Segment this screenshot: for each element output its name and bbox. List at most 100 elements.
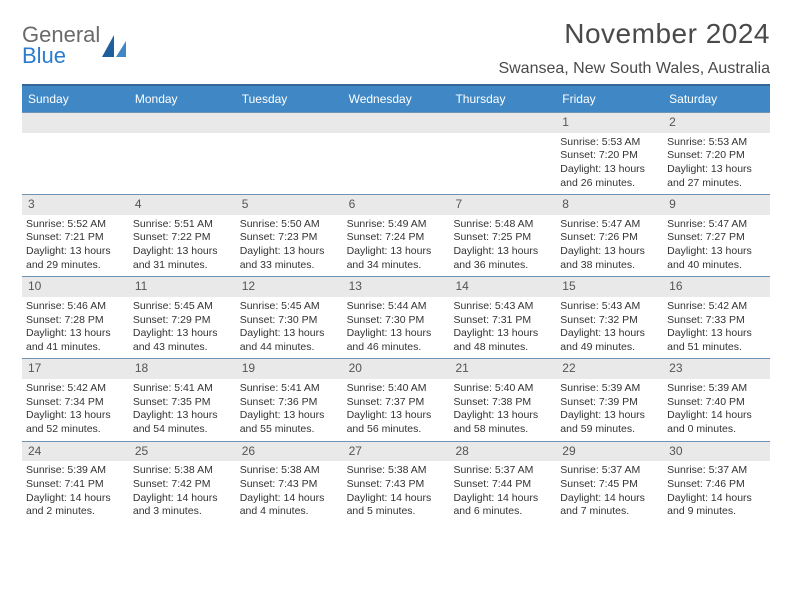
sunrise-text: Sunrise: 5:49 AM (347, 218, 446, 232)
sunset-text: Sunset: 7:46 PM (667, 478, 766, 492)
daylight-text: and 51 minutes. (667, 341, 766, 355)
day-number: 11 (129, 277, 236, 297)
day-cell: 3Sunrise: 5:52 AMSunset: 7:21 PMDaylight… (22, 195, 129, 276)
daylight-text: and 48 minutes. (453, 341, 552, 355)
week-row: 10Sunrise: 5:46 AMSunset: 7:28 PMDayligh… (22, 276, 770, 358)
day-cell: 9Sunrise: 5:47 AMSunset: 7:27 PMDaylight… (663, 195, 770, 276)
calendar-page: General Blue November 2024 Swansea, New … (0, 0, 792, 523)
daylight-text: and 41 minutes. (26, 341, 125, 355)
sunset-text: Sunset: 7:43 PM (347, 478, 446, 492)
sunrise-text: Sunrise: 5:37 AM (453, 464, 552, 478)
day-number: 30 (663, 442, 770, 462)
day-cell: 7Sunrise: 5:48 AMSunset: 7:25 PMDaylight… (449, 195, 556, 276)
day-cell: 6Sunrise: 5:49 AMSunset: 7:24 PMDaylight… (343, 195, 450, 276)
day-number: 21 (449, 359, 556, 379)
sunrise-text: Sunrise: 5:40 AM (347, 382, 446, 396)
daylight-text: Daylight: 14 hours (347, 492, 446, 506)
day-number: 16 (663, 277, 770, 297)
sunset-text: Sunset: 7:36 PM (240, 396, 339, 410)
sunrise-text: Sunrise: 5:52 AM (26, 218, 125, 232)
sunrise-text: Sunrise: 5:38 AM (133, 464, 232, 478)
day-cell: 12Sunrise: 5:45 AMSunset: 7:30 PMDayligh… (236, 277, 343, 358)
day-cell: 19Sunrise: 5:41 AMSunset: 7:36 PMDayligh… (236, 359, 343, 440)
sunrise-text: Sunrise: 5:45 AM (133, 300, 232, 314)
week-row: 1Sunrise: 5:53 AMSunset: 7:20 PMDaylight… (22, 112, 770, 194)
day-number (22, 113, 129, 133)
daylight-text: and 26 minutes. (560, 177, 659, 191)
day-number: 22 (556, 359, 663, 379)
daylight-text: Daylight: 13 hours (560, 327, 659, 341)
brand-logo: General Blue (22, 18, 128, 67)
sunset-text: Sunset: 7:30 PM (347, 314, 446, 328)
daylight-text: Daylight: 13 hours (453, 245, 552, 259)
day-cell: 11Sunrise: 5:45 AMSunset: 7:29 PMDayligh… (129, 277, 236, 358)
sunrise-text: Sunrise: 5:44 AM (347, 300, 446, 314)
day-cell: 2Sunrise: 5:53 AMSunset: 7:20 PMDaylight… (663, 113, 770, 194)
day-number (129, 113, 236, 133)
sunset-text: Sunset: 7:45 PM (560, 478, 659, 492)
sunset-text: Sunset: 7:41 PM (26, 478, 125, 492)
calendar-grid: SundayMondayTuesdayWednesdayThursdayFrid… (22, 84, 770, 523)
sunrise-text: Sunrise: 5:47 AM (560, 218, 659, 232)
sunset-text: Sunset: 7:32 PM (560, 314, 659, 328)
sunrise-text: Sunrise: 5:43 AM (453, 300, 552, 314)
day-cell: 18Sunrise: 5:41 AMSunset: 7:35 PMDayligh… (129, 359, 236, 440)
daylight-text: Daylight: 14 hours (667, 492, 766, 506)
sunset-text: Sunset: 7:20 PM (667, 149, 766, 163)
day-cell: 29 Sunrise: 5:37 AMSunset: 7:45 PMDayligh… (556, 442, 663, 523)
sunrise-text: Sunrise: 5:47 AM (667, 218, 766, 232)
day-cell: 20Sunrise: 5:40 AMSunset: 7:37 PMDayligh… (343, 359, 450, 440)
day-number: 23 (663, 359, 770, 379)
sunset-text: Sunset: 7:39 PM (560, 396, 659, 410)
empty-cell (129, 113, 236, 194)
day-number: 13 (343, 277, 450, 297)
sunset-text: Sunset: 7:24 PM (347, 231, 446, 245)
day-number: 19 (236, 359, 343, 379)
sunset-text: Sunset: 7:23 PM (240, 231, 339, 245)
sunset-text: Sunset: 7:37 PM (347, 396, 446, 410)
sunset-text: Sunset: 7:40 PM (667, 396, 766, 410)
day-number: 20 (343, 359, 450, 379)
daylight-text: Daylight: 14 hours (133, 492, 232, 506)
daylight-text: and 46 minutes. (347, 341, 446, 355)
daylight-text: and 59 minutes. (560, 423, 659, 437)
sunrise-text: Sunrise: 5:37 AM (560, 464, 659, 478)
day-cell: 23Sunrise: 5:39 AMSunset: 7:40 PMDayligh… (663, 359, 770, 440)
day-cell: 25Sunrise: 5:38 AMSunset: 7:42 PMDayligh… (129, 442, 236, 523)
daylight-text: Daylight: 14 hours (453, 492, 552, 506)
sunrise-text: Sunrise: 5:39 AM (667, 382, 766, 396)
day-number: 29 (556, 442, 663, 462)
sunset-text: Sunset: 7:38 PM (453, 396, 552, 410)
sunrise-text: Sunrise: 5:42 AM (667, 300, 766, 314)
day-cell: 24Sunrise: 5:39 AMSunset: 7:41 PMDayligh… (22, 442, 129, 523)
daylight-text: and 44 minutes. (240, 341, 339, 355)
day-number: 25 (129, 442, 236, 462)
daylight-text: and 34 minutes. (347, 259, 446, 273)
sunset-text: Sunset: 7:22 PM (133, 231, 232, 245)
daylight-text: Daylight: 13 hours (133, 409, 232, 423)
daylight-text: and 4 minutes. (240, 505, 339, 519)
sunrise-text: Sunrise: 5:53 AM (667, 136, 766, 150)
sunset-text: Sunset: 7:27 PM (667, 231, 766, 245)
daylight-text: and 38 minutes. (560, 259, 659, 273)
sunset-text: Sunset: 7:25 PM (453, 231, 552, 245)
day-number: 5 (236, 195, 343, 215)
day-cell: 30Sunrise: 5:37 AMSunset: 7:46 PMDayligh… (663, 442, 770, 523)
daylight-text: Daylight: 14 hours (560, 492, 659, 506)
dow-header: Tuesday (236, 86, 343, 112)
day-cell: 14Sunrise: 5:43 AMSunset: 7:31 PMDayligh… (449, 277, 556, 358)
week-row: 3Sunrise: 5:52 AMSunset: 7:21 PMDaylight… (22, 194, 770, 276)
week-row: 24Sunrise: 5:39 AMSunset: 7:41 PMDayligh… (22, 441, 770, 523)
daylight-text: and 56 minutes. (347, 423, 446, 437)
empty-cell (449, 113, 556, 194)
day-number: 12 (236, 277, 343, 297)
daylight-text: Daylight: 13 hours (240, 327, 339, 341)
daylight-text: and 43 minutes. (133, 341, 232, 355)
empty-cell (22, 113, 129, 194)
sunrise-text: Sunrise: 5:46 AM (26, 300, 125, 314)
day-number: 3 (22, 195, 129, 215)
daylight-text: Daylight: 13 hours (26, 245, 125, 259)
daylight-text: and 5 minutes. (347, 505, 446, 519)
sunset-text: Sunset: 7:44 PM (453, 478, 552, 492)
daylight-text: Daylight: 13 hours (560, 409, 659, 423)
